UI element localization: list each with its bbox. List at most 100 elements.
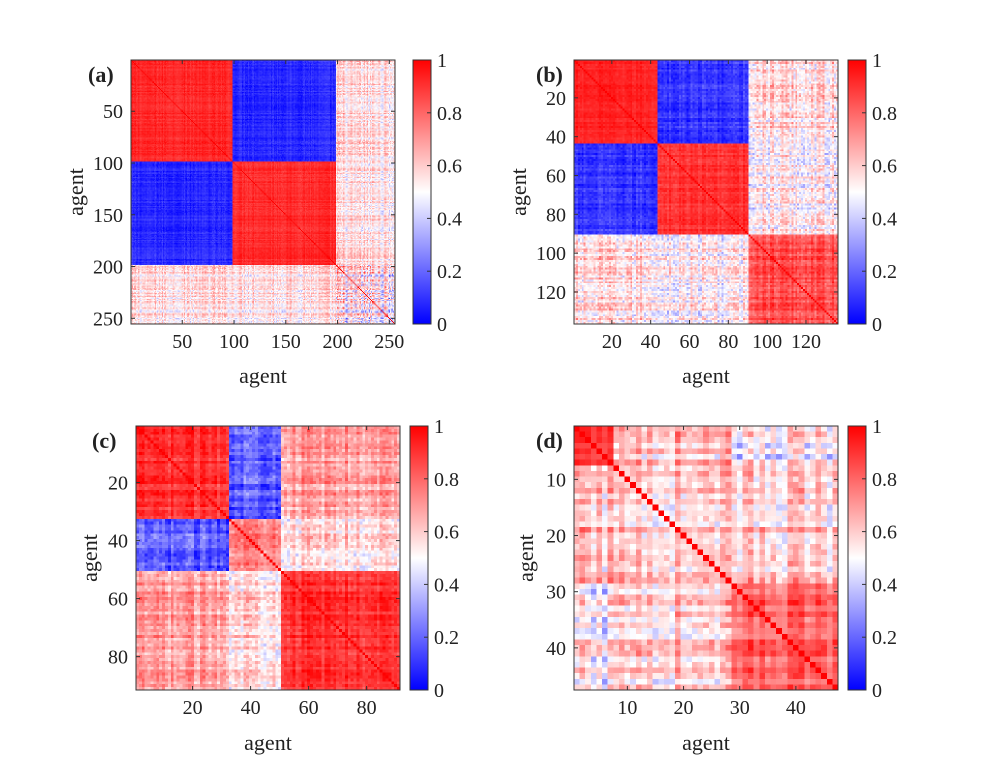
- y-tick-label: 10: [546, 469, 566, 491]
- colorbar-tick-label: 1: [872, 416, 882, 438]
- x-tick-label: 40: [241, 697, 261, 719]
- colorbar-c: 0 0.2 0.4 0.6 0.8 1: [409, 416, 459, 702]
- x-tick-label: 120: [791, 331, 821, 353]
- x-tick-label: 20: [602, 331, 622, 353]
- colorbar-bar: [847, 425, 867, 691]
- x-tick-label: 30: [730, 697, 750, 719]
- x-tick-label: 40: [786, 697, 806, 719]
- x-ticks-a: 50 100 150 200 250: [172, 60, 404, 353]
- y-tick-label: 40: [108, 531, 128, 553]
- x-tick-label: 150: [271, 331, 301, 353]
- colorbar-tick-label: 1: [437, 50, 447, 72]
- y-tick-label: 50: [103, 101, 123, 123]
- colorbar-tick-label: 0.2: [434, 627, 459, 649]
- colorbar-tick-label: 0.2: [437, 261, 462, 283]
- y-tick-label: 200: [93, 257, 123, 279]
- x-tick-label: 250: [374, 331, 404, 353]
- x-ticks-b: 20 40 60 80 100 120: [602, 60, 821, 353]
- y-tick-label: 100: [536, 243, 566, 265]
- x-tick-label: 20: [183, 697, 203, 719]
- heatmap-b: [574, 60, 838, 324]
- colorbar-tick-label: 0: [872, 680, 882, 702]
- y-ticks-b: 20 40 60 80 100 120: [536, 88, 838, 304]
- y-tick-label: 80: [546, 204, 566, 226]
- colorbar-tick-label: 1: [434, 416, 444, 438]
- colorbar-tick-label: 0: [872, 314, 882, 336]
- panel-d: 10 20 30 40 10 20 30 40 (d) agent agent 0 0.2 0.…: [513, 416, 897, 755]
- y-axis-label-a: agent: [63, 168, 88, 216]
- x-axis-label-a: agent: [239, 363, 287, 388]
- colorbar-tick-label: 0: [434, 680, 444, 702]
- y-ticks-d: 10 20 30 40: [546, 469, 838, 660]
- y-tick-label: 120: [536, 282, 566, 304]
- x-ticks-d: 10 20 30 40: [617, 426, 806, 719]
- colorbar-tick-label: 0.2: [872, 261, 897, 283]
- x-tick-label: 60: [680, 331, 700, 353]
- y-ticks-a: 50 100 150 200 250: [93, 101, 395, 330]
- x-ticks-c: 20 40 60 80: [183, 426, 377, 719]
- x-tick-label: 80: [357, 697, 377, 719]
- y-ticks-c: 20 40 60 80: [108, 473, 400, 669]
- y-tick-label: 40: [546, 127, 566, 149]
- panel-label-d: (d): [536, 428, 563, 453]
- colorbar-tick-label: 1: [872, 50, 882, 72]
- y-tick-label: 250: [93, 308, 123, 330]
- x-tick-label: 60: [299, 697, 319, 719]
- colorbar-tick-label: 0.8: [437, 103, 462, 125]
- heatmap-d: [574, 426, 838, 690]
- colorbar-a: 0 0.2 0.4 0.6 0.8 1: [412, 50, 462, 336]
- y-tick-label: 20: [546, 526, 566, 548]
- heatmap-a: [131, 60, 395, 324]
- x-tick-label: 100: [752, 331, 782, 353]
- panel-label-c: (c): [92, 428, 116, 453]
- panel-label-a: (a): [88, 62, 114, 87]
- colorbar-tick-label: 0.6: [434, 522, 459, 544]
- x-axis-label-b: agent: [682, 363, 730, 388]
- y-tick-label: 20: [546, 88, 566, 110]
- colorbar-tick-label: 0.6: [872, 156, 897, 178]
- y-axis-label-c: agent: [77, 534, 102, 582]
- heatmap-cells: [136, 426, 400, 690]
- y-tick-label: 20: [108, 473, 128, 495]
- colorbar-tick-label: 0.8: [872, 469, 897, 491]
- x-axis-label-c: agent: [244, 730, 292, 755]
- axes-frame-a: [130, 59, 396, 325]
- colorbar-b: 0 0.2 0.4 0.6 0.8 1: [847, 50, 897, 336]
- y-tick-label: 80: [108, 647, 128, 669]
- heatmap-c: [136, 426, 400, 690]
- x-tick-label: 80: [718, 331, 738, 353]
- colorbar-tick-label: 0.6: [437, 156, 462, 178]
- y-tick-label: 40: [546, 638, 566, 660]
- colorbar-bar: [409, 425, 429, 691]
- x-tick-label: 200: [323, 331, 353, 353]
- colorbar-tick-label: 0.4: [437, 208, 462, 230]
- colorbar-tick-label: 0.6: [872, 522, 897, 544]
- x-tick-label: 10: [617, 697, 637, 719]
- colorbar-tick-label: 0.4: [434, 574, 459, 596]
- heatmap-cells: [574, 60, 838, 324]
- colorbar-tick-label: 0.4: [872, 574, 897, 596]
- heatmap-cells: [574, 426, 838, 690]
- colorbar-tick-label: 0.8: [872, 103, 897, 125]
- colorbar-bar: [847, 59, 867, 325]
- x-tick-label: 50: [172, 331, 192, 353]
- colorbar-tick-label: 0.2: [872, 627, 897, 649]
- y-tick-label: 150: [93, 205, 123, 227]
- y-tick-label: 30: [546, 582, 566, 604]
- y-tick-label: 60: [108, 589, 128, 611]
- y-axis-label-d: agent: [513, 534, 538, 582]
- colorbar-bar: [412, 59, 432, 325]
- axes-frame-c: [135, 425, 401, 691]
- colorbar-tick-label: 0.4: [872, 208, 897, 230]
- y-axis-label-b: agent: [506, 168, 531, 216]
- colorbar-tick-label: 0.8: [434, 469, 459, 491]
- colorbar-tick-label: 0: [437, 314, 447, 336]
- axes-frame-b: [573, 59, 839, 325]
- x-tick-label: 20: [674, 697, 694, 719]
- x-axis-label-d: agent: [682, 730, 730, 755]
- x-tick-label: 40: [641, 331, 661, 353]
- x-tick-label: 100: [219, 331, 249, 353]
